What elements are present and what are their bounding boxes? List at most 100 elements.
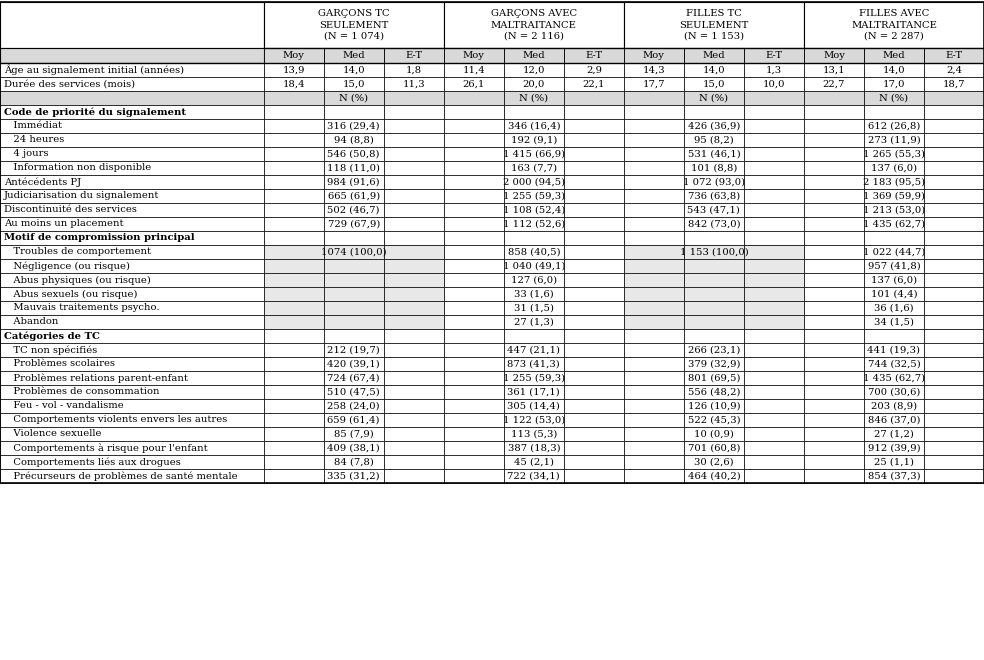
Bar <box>744 133 804 147</box>
Text: 659 (61,4): 659 (61,4) <box>328 416 380 424</box>
Bar <box>264 343 324 357</box>
Bar <box>264 63 324 77</box>
Bar <box>684 315 744 329</box>
Bar <box>504 105 564 119</box>
Text: N (%): N (%) <box>880 94 908 102</box>
Bar <box>564 91 624 105</box>
Bar <box>384 287 444 301</box>
Text: 85 (7,9): 85 (7,9) <box>334 430 374 438</box>
Text: 14,0: 14,0 <box>883 65 905 75</box>
Bar <box>444 217 504 231</box>
Bar <box>504 203 564 217</box>
Bar <box>324 469 384 483</box>
Bar <box>864 343 924 357</box>
Text: 984 (91,6): 984 (91,6) <box>328 178 380 187</box>
Bar <box>324 399 384 413</box>
Bar <box>564 161 624 175</box>
Text: Comportements liés aux drogues: Comportements liés aux drogues <box>4 457 181 467</box>
Bar <box>384 245 444 259</box>
Bar <box>384 455 444 469</box>
Bar <box>684 105 744 119</box>
Text: Moy: Moy <box>643 51 665 60</box>
Text: 94 (8,8): 94 (8,8) <box>334 135 374 145</box>
Bar <box>0 455 264 469</box>
Bar <box>324 301 384 315</box>
Bar <box>864 105 924 119</box>
Bar <box>444 329 504 343</box>
Text: 858 (40,5): 858 (40,5) <box>508 248 560 257</box>
Bar <box>444 2 624 48</box>
Bar <box>684 161 744 175</box>
Text: 34 (1,5): 34 (1,5) <box>874 317 914 327</box>
Bar <box>924 413 984 427</box>
Bar <box>804 91 864 105</box>
Text: 24 heures: 24 heures <box>4 135 64 145</box>
Bar <box>804 161 864 175</box>
Bar <box>264 217 324 231</box>
Text: 1 415 (66,9): 1 415 (66,9) <box>503 150 565 158</box>
Bar <box>0 133 264 147</box>
Bar <box>384 469 444 483</box>
Text: 556 (48,2): 556 (48,2) <box>688 387 740 397</box>
Bar <box>924 231 984 245</box>
Bar <box>444 287 504 301</box>
Bar <box>264 273 324 287</box>
Bar <box>924 441 984 455</box>
Text: 447 (21,1): 447 (21,1) <box>508 345 560 354</box>
Bar <box>624 231 684 245</box>
Bar <box>504 455 564 469</box>
Bar <box>444 175 504 189</box>
Text: 1 265 (55,3): 1 265 (55,3) <box>863 150 925 158</box>
Text: 26,1: 26,1 <box>462 79 485 88</box>
Text: Abus physiques (ou risque): Abus physiques (ou risque) <box>4 275 151 284</box>
Bar <box>864 161 924 175</box>
Bar <box>684 217 744 231</box>
Text: 163 (7,7): 163 (7,7) <box>511 164 557 172</box>
Text: 700 (30,6): 700 (30,6) <box>868 387 920 397</box>
Bar <box>384 371 444 385</box>
Bar <box>384 48 444 63</box>
Text: 729 (67,9): 729 (67,9) <box>328 220 380 228</box>
Bar <box>0 161 264 175</box>
Bar <box>684 455 744 469</box>
Bar <box>324 231 384 245</box>
Bar <box>264 133 324 147</box>
Bar <box>264 231 324 245</box>
Bar <box>624 329 684 343</box>
Bar <box>0 2 984 483</box>
Bar <box>0 147 264 161</box>
Bar <box>0 175 264 189</box>
Text: 1 072 (93,0): 1 072 (93,0) <box>683 178 745 187</box>
Text: 20,0: 20,0 <box>523 79 545 88</box>
Bar <box>924 133 984 147</box>
Bar <box>324 413 384 427</box>
Bar <box>624 343 684 357</box>
Text: 1 112 (52,6): 1 112 (52,6) <box>503 220 565 228</box>
Bar <box>384 413 444 427</box>
Bar <box>684 77 744 91</box>
Bar <box>0 77 264 91</box>
Text: N (%): N (%) <box>339 94 368 102</box>
Text: 27 (1,2): 27 (1,2) <box>874 430 914 438</box>
Text: 31 (1,5): 31 (1,5) <box>514 304 554 312</box>
Text: 36 (1,6): 36 (1,6) <box>874 304 914 312</box>
Bar <box>924 315 984 329</box>
Bar <box>564 175 624 189</box>
Bar <box>444 105 504 119</box>
Bar <box>624 119 684 133</box>
Text: Problèmes scolaires: Problèmes scolaires <box>4 360 115 368</box>
Bar <box>744 413 804 427</box>
Text: 4 jours: 4 jours <box>4 150 48 158</box>
Text: 127 (6,0): 127 (6,0) <box>511 275 557 284</box>
Text: 14,0: 14,0 <box>703 65 725 75</box>
Text: Med: Med <box>523 51 545 60</box>
Bar <box>684 48 744 63</box>
Text: 13,1: 13,1 <box>823 65 845 75</box>
Text: 13,9: 13,9 <box>282 65 305 75</box>
Text: Abandon: Abandon <box>4 317 58 327</box>
Bar <box>264 287 324 301</box>
Bar <box>744 77 804 91</box>
Bar <box>624 399 684 413</box>
Bar <box>864 175 924 189</box>
Text: 335 (31,2): 335 (31,2) <box>328 471 380 480</box>
